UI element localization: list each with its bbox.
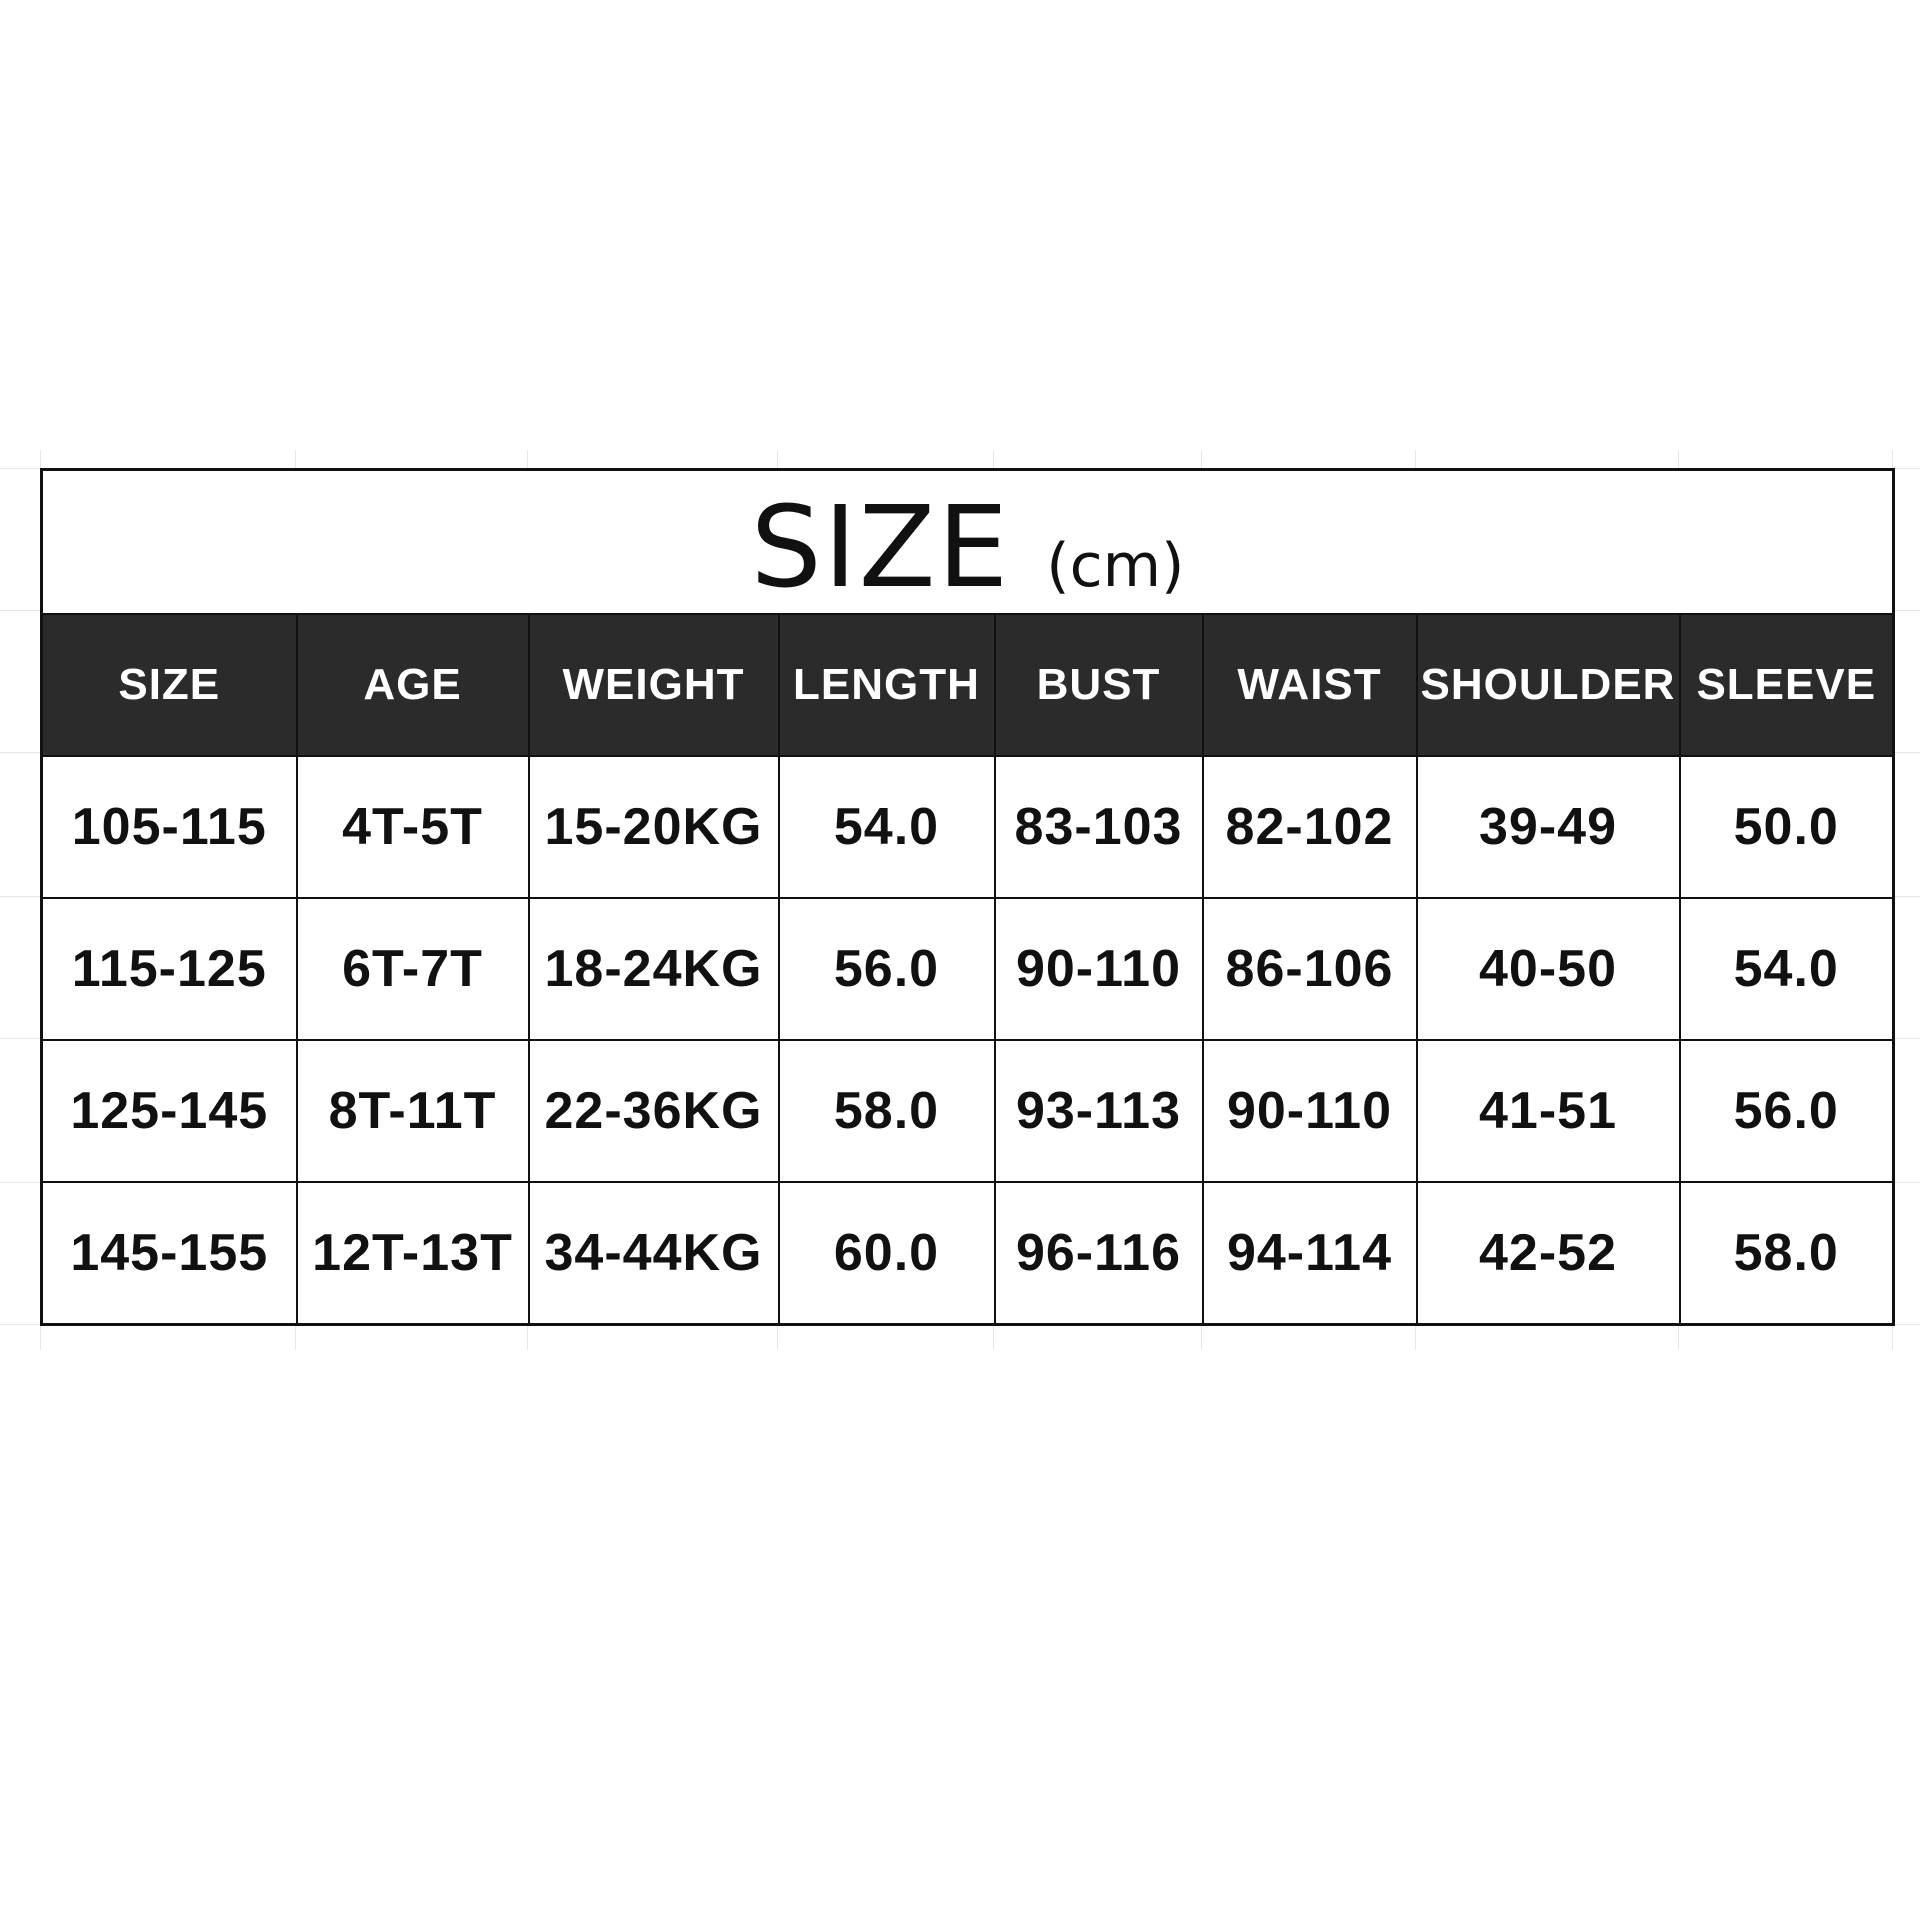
table-row: 125-145 8T-11T 22-36KG 58.0 93-113 90-11… [40,1039,1895,1183]
cell-size: 145-155 [40,1181,298,1326]
cell-length: 58.0 [777,1039,996,1183]
cell-weight: 22-36KG [527,1039,780,1183]
cell-age: 4T-5T [295,755,530,899]
cell-weight: 34-44KG [527,1181,780,1326]
cell-waist: 94-114 [1201,1181,1418,1326]
table-row: 145-155 12T-13T 34-44KG 60.0 96-116 94-1… [40,1181,1895,1326]
cell-bust: 93-113 [993,1039,1204,1183]
column-header-age: AGE [295,613,530,757]
column-header-length: LENGTH [777,613,996,757]
cell-waist: 90-110 [1201,1039,1418,1183]
cell-shoulder: 42-52 [1415,1181,1681,1326]
column-header-bust: BUST [993,613,1204,757]
cell-sleeve: 54.0 [1678,897,1895,1041]
cell-shoulder: 39-49 [1415,755,1681,899]
column-header-weight: WEIGHT [527,613,780,757]
column-header-shoulder: SHOULDER [1415,613,1681,757]
cell-waist: 82-102 [1201,755,1418,899]
cell-shoulder: 41-51 [1415,1039,1681,1183]
header-row: SIZE AGE WEIGHT LENGTH BUST WAIST SHOULD… [40,613,1895,757]
cell-sleeve: 56.0 [1678,1039,1895,1183]
cell-age: 6T-7T [295,897,530,1041]
cell-length: 56.0 [777,897,996,1041]
chart-title: SIZE [750,483,1011,613]
column-header-size: SIZE [40,613,298,757]
cell-age: 8T-11T [295,1039,530,1183]
cell-sleeve: 50.0 [1678,755,1895,899]
cell-bust: 96-116 [993,1181,1204,1326]
cell-length: 54.0 [777,755,996,899]
chart-unit: (cm) [1046,531,1185,601]
table-row: 105-115 4T-5T 15-20KG 54.0 83-103 82-102… [40,755,1895,899]
cell-age: 12T-13T [295,1181,530,1326]
cell-size: 125-145 [40,1039,298,1183]
table-row: 115-125 6T-7T 18-24KG 56.0 90-110 86-106… [40,897,1895,1041]
column-header-sleeve: SLEEVE [1678,613,1895,757]
cell-sleeve: 58.0 [1678,1181,1895,1326]
cell-waist: 86-106 [1201,897,1418,1041]
cell-length: 60.0 [777,1181,996,1326]
cell-weight: 18-24KG [527,897,780,1041]
cell-size: 105-115 [40,755,298,899]
cell-bust: 90-110 [993,897,1204,1041]
cell-shoulder: 40-50 [1415,897,1681,1041]
size-chart-table: SIZE (cm) SIZE AGE WEIGHT LENGTH BUST WAI… [40,468,1896,1326]
column-header-waist: WAIST [1201,613,1418,757]
title-cell: SIZE (cm) [40,468,1895,615]
cell-weight: 15-20KG [527,755,780,899]
title-row: SIZE (cm) [40,468,1895,615]
cell-bust: 83-103 [993,755,1204,899]
cell-size: 115-125 [40,897,298,1041]
